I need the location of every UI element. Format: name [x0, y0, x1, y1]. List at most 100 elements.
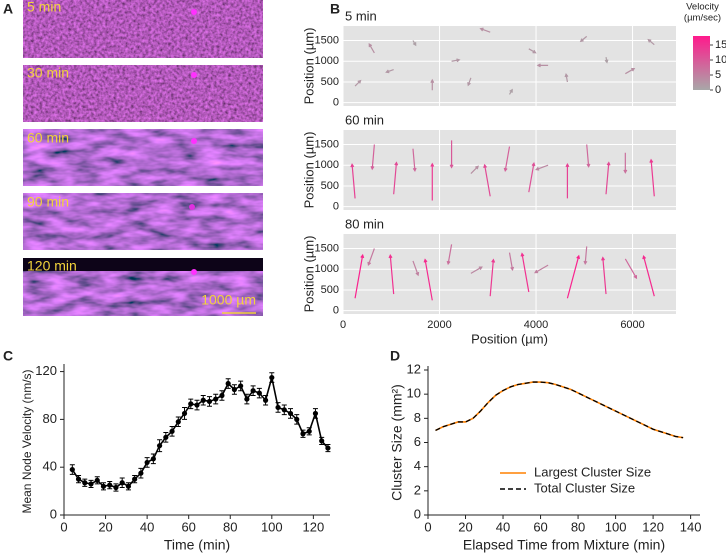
colorbar	[693, 36, 710, 90]
data-point	[156, 443, 163, 449]
data-point	[169, 428, 175, 434]
data-line	[435, 381, 684, 439]
velocity-arrow	[605, 161, 611, 195]
scale-bar-label: 1000 µm	[201, 292, 256, 308]
legend-label: Largest Cluster Size	[534, 464, 651, 479]
data-point	[113, 484, 119, 491]
velocity-arrow	[467, 77, 472, 87]
velocity-arrow	[508, 252, 515, 272]
y-tick-label: 1500	[315, 242, 339, 254]
data-point	[300, 431, 306, 437]
velocity-arrow	[367, 248, 375, 267]
velocity-arrow	[388, 254, 395, 295]
y-tick-label: 1000	[315, 263, 339, 275]
y-tick-label: 4	[414, 458, 421, 473]
image-dark-band	[23, 258, 263, 271]
velocity-arrow	[483, 163, 491, 197]
velocity-arrow	[536, 63, 549, 68]
velocity-arrow	[624, 258, 638, 280]
velocity-arrow	[625, 67, 636, 75]
data-point	[294, 416, 300, 422]
data-point	[150, 456, 156, 462]
y-tick-label: 1500	[315, 34, 339, 46]
data-point	[194, 402, 200, 408]
image	[23, 193, 263, 250]
x-axis-label: Position (µm)	[471, 331, 548, 346]
velocity-arrow	[470, 266, 483, 274]
velocity-arrow	[350, 163, 356, 199]
x-tick-label: 80	[571, 519, 585, 534]
y-tick-label: 500	[321, 180, 339, 192]
x-axis-label: Time (min)	[164, 537, 230, 553]
x-axis-label: Elapsed Time from Mixture (min)	[463, 537, 665, 553]
data-point	[88, 481, 94, 487]
velocity-arrow	[528, 161, 536, 193]
velocity-arrow	[583, 246, 588, 266]
image-label: 120 min	[27, 258, 77, 274]
x-tick-label: 0	[424, 519, 431, 534]
bead	[191, 138, 197, 144]
velocity-arrow	[564, 73, 569, 83]
bead	[191, 72, 197, 78]
bead	[189, 204, 195, 210]
velocity-arrow	[451, 58, 461, 63]
panel-label: D	[390, 348, 400, 364]
data-point	[132, 476, 138, 482]
data-point	[107, 482, 113, 488]
y-axis-label: Cluster Size (mm²)	[389, 384, 405, 501]
velocity-arrow	[368, 43, 375, 54]
data-point	[82, 480, 88, 486]
velocity-arrow	[535, 164, 549, 171]
velocity-arrow	[604, 56, 609, 64]
velocity-arrow	[528, 48, 537, 54]
x-tick-label: 100	[261, 519, 283, 534]
velocity-arrow	[412, 40, 417, 47]
data-point	[256, 390, 262, 396]
x-tick-label: 60	[533, 519, 547, 534]
velocity-arrow	[354, 253, 365, 299]
velocity-arrow	[503, 146, 511, 173]
plot-background	[343, 130, 676, 210]
data-point	[188, 401, 194, 407]
colorbar-tick-label: 5	[715, 69, 721, 81]
data-point	[225, 380, 231, 387]
velocity-arrow	[423, 258, 433, 301]
data-point	[138, 470, 144, 476]
data-point	[119, 480, 125, 486]
plot-title: 5 min	[345, 8, 377, 23]
data-point	[250, 388, 256, 394]
plot-title: 80 min	[345, 216, 384, 231]
data-point	[262, 397, 269, 403]
data-point	[200, 397, 206, 403]
velocity-arrow	[354, 79, 362, 87]
y-tick-label: 0	[50, 506, 57, 521]
x-tick-label: 6000	[620, 319, 644, 331]
colorbar-tick-label: 15	[715, 39, 726, 51]
data-point	[100, 483, 107, 489]
velocity-arrow	[520, 252, 530, 293]
image-label: 90 min	[27, 194, 69, 210]
x-tick-label: 4000	[524, 319, 548, 331]
data-point	[163, 434, 169, 440]
bead	[191, 269, 197, 275]
data-point	[69, 466, 75, 473]
y-axis-label: Mean Node Velocity (nm/s)	[20, 369, 34, 513]
data-point	[319, 438, 325, 444]
data-point	[287, 410, 294, 417]
data-point	[75, 476, 82, 482]
x-tick-label: 120	[303, 519, 325, 534]
y-tick-label: 8	[414, 410, 421, 425]
image-label: 5 min	[27, 0, 61, 15]
panel-label: C	[3, 348, 13, 364]
x-tick-label: 40	[140, 519, 154, 534]
velocity-arrow	[479, 27, 491, 33]
data-point	[206, 398, 213, 405]
data-point	[306, 428, 312, 434]
image	[23, 65, 263, 122]
data-line	[435, 381, 684, 439]
y-tick-label: 80	[43, 411, 57, 426]
velocity-arrow	[534, 264, 549, 274]
panel-label: B	[330, 1, 340, 17]
velocity-arrow	[601, 256, 607, 295]
y-tick-label: 1500	[315, 138, 339, 150]
